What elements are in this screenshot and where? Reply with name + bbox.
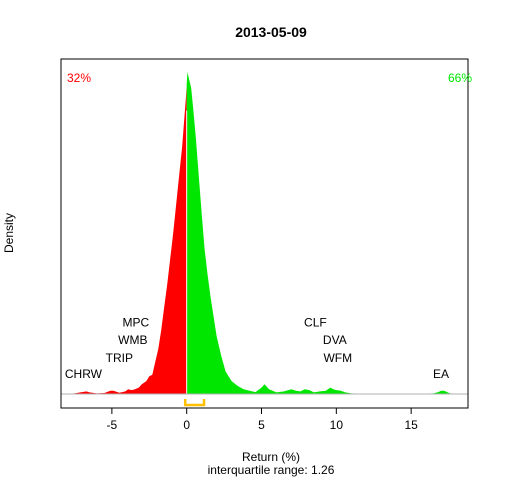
- chart-subtitle: interquartile range: 1.26: [208, 463, 335, 477]
- ticker-annotation: MPC: [122, 315, 149, 329]
- negative-density-area: [64, 84, 187, 395]
- y-axis-label: Density: [2, 213, 16, 253]
- iqr-bracket-line: [183, 399, 206, 407]
- ticker-annotation: WMB: [118, 333, 147, 347]
- negative-share-label: 32%: [67, 71, 91, 85]
- x-tick-label: 10: [330, 418, 344, 432]
- chart-title: 2013-05-09: [235, 24, 307, 40]
- x-axis: -5 0 5 10 15: [107, 408, 418, 432]
- x-axis-label: Return (%): [242, 450, 300, 464]
- ticker-annotation: CLF: [304, 315, 327, 329]
- ticker-annotation: CHRW: [65, 367, 103, 381]
- ticker-annotation: DVA: [323, 333, 347, 347]
- x-tick-label: -5: [107, 418, 118, 432]
- x-tick-label: 5: [258, 418, 265, 432]
- density-area: [61, 72, 468, 395]
- ticker-annotation: EA: [433, 367, 449, 381]
- ticker-annotation: WFM: [323, 351, 352, 365]
- ticker-annotation: TRIP: [106, 351, 133, 365]
- plot-frame: [60, 58, 469, 409]
- x-tick-label: 0: [183, 418, 190, 432]
- positive-share-label: 66%: [448, 71, 472, 85]
- iqr-bracket: [183, 399, 206, 407]
- positive-density-area: [186, 72, 459, 394]
- x-tick-label: 15: [404, 418, 418, 432]
